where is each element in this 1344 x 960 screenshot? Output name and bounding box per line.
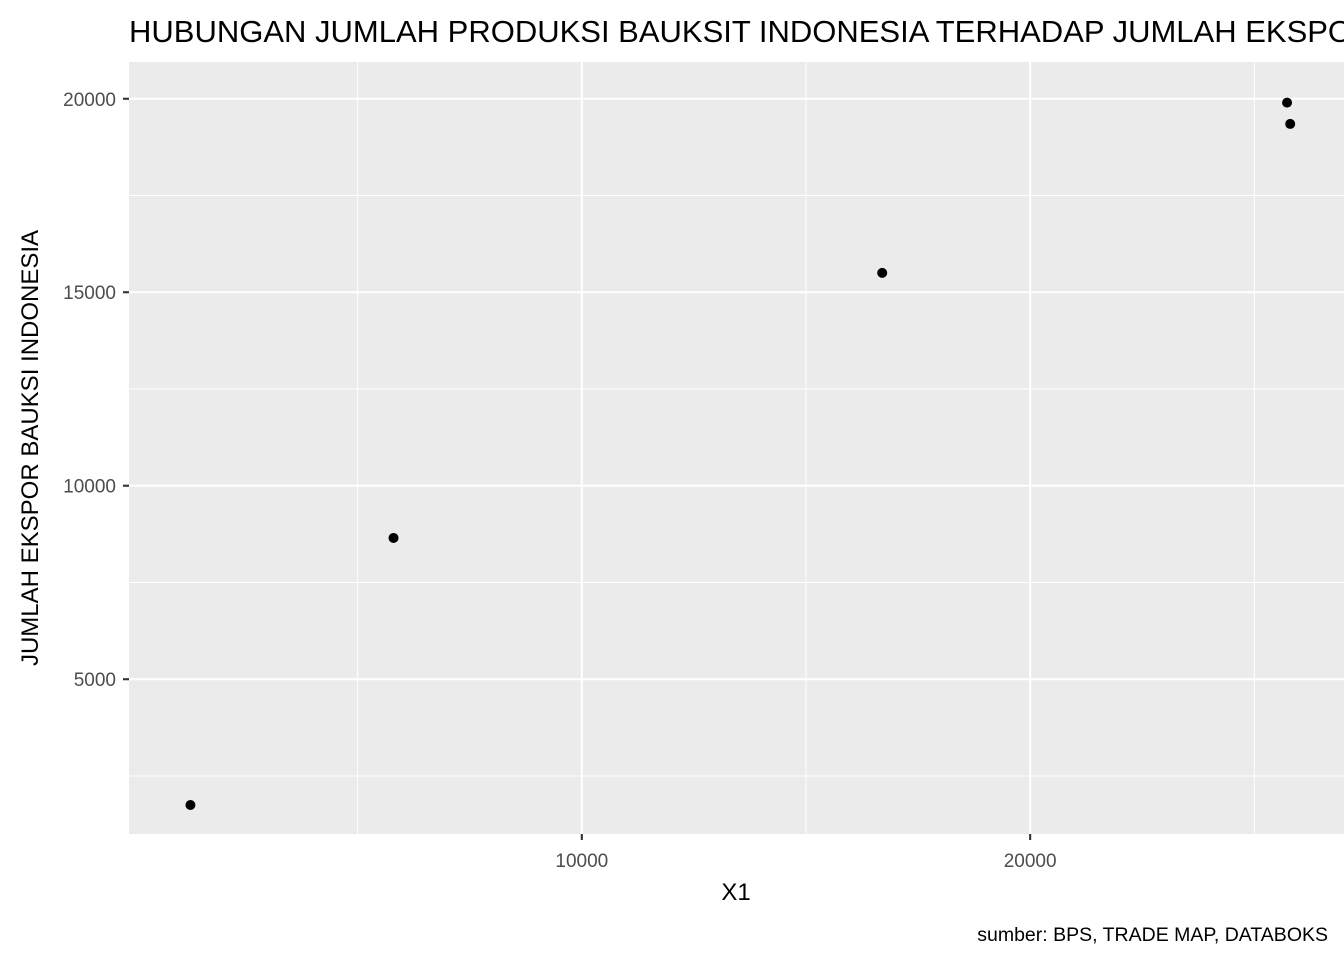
x-tick-label: 10000	[555, 851, 608, 872]
x-axis-title: X1	[721, 879, 750, 906]
plot-panel	[129, 62, 1344, 834]
data-point	[388, 532, 399, 543]
y-tick-label: 5000	[74, 670, 116, 691]
data-points	[185, 97, 1296, 810]
gridlines	[129, 62, 1344, 834]
y-tick-label: 20000	[63, 90, 116, 111]
y-axis-title: JUMLAH EKSPOR BAUKSI INDONESIA	[17, 230, 44, 666]
data-point	[185, 799, 196, 810]
data-point	[877, 267, 888, 278]
y-tick-label: 15000	[63, 283, 116, 304]
y-tick-label: 10000	[63, 477, 116, 498]
source-caption: sumber: BPS, TRADE MAP, DATABOKS	[977, 924, 1328, 946]
data-point	[1282, 97, 1293, 108]
data-point	[1285, 118, 1296, 129]
x-tick-label: 20000	[1004, 851, 1057, 872]
axis-ticks: 10000 20000 5000 10000 15000 20000	[63, 90, 1056, 872]
chart-title: HUBUNGAN JUMLAH PRODUKSI BAUKSIT INDONES…	[129, 14, 1344, 49]
